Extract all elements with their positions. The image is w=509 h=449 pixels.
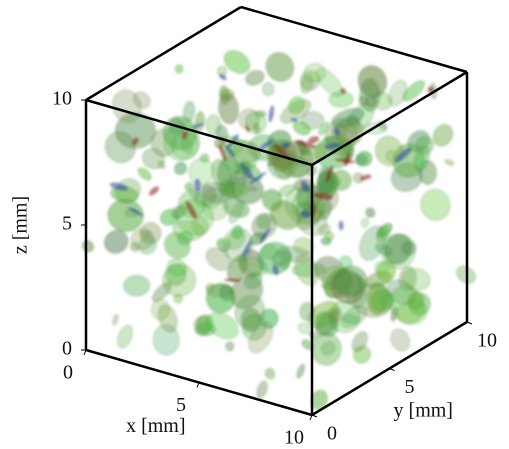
z-tick-label: 10	[52, 88, 72, 110]
y-tick-label: 5	[405, 376, 415, 398]
isosurface-blob	[387, 326, 413, 354]
x-tick	[84, 350, 86, 355]
isosurface-blob	[263, 83, 274, 96]
vortex-streak	[268, 105, 276, 123]
x-axis-label: x [mm]	[126, 415, 185, 437]
isosurface-blob	[295, 363, 306, 379]
isosurface-blob	[115, 323, 136, 350]
isosurface-blob	[417, 186, 454, 225]
z-axis-label: z [mm]	[10, 196, 32, 254]
isosurface-blob	[444, 159, 455, 167]
isosurface-blob	[264, 367, 276, 380]
isosurface-blob	[175, 64, 184, 73]
chart: 0 5 10 0 5 10 0 5 10 x [mm] y [mm] z [mm]	[0, 0, 509, 449]
isosurface-blob	[112, 314, 120, 326]
isosurface-blob	[80, 238, 96, 254]
x-tick-label: 5	[176, 394, 186, 416]
isosurface-blob	[206, 115, 221, 136]
isosurface-blob	[106, 198, 145, 234]
y-tick-label: 10	[477, 330, 497, 352]
z-tick-label: 0	[62, 338, 72, 360]
y-axis-label: y [mm]	[394, 399, 453, 421]
isosurface-blob	[255, 380, 270, 400]
isosurface-blob	[172, 160, 189, 177]
isosurface-blob	[123, 275, 150, 296]
isosurface-blob	[321, 237, 331, 245]
vortex-streak	[282, 142, 290, 148]
cube-edge	[86, 7, 241, 100]
isosurface-blob	[220, 89, 234, 100]
y-tick-label: 0	[327, 423, 337, 445]
isosurface-blob	[195, 111, 205, 130]
isosurface-blob	[354, 149, 374, 168]
x-tick-label: 0	[63, 362, 73, 384]
isosurface-blob	[255, 111, 266, 118]
isosurface-blob	[225, 341, 234, 351]
isosurface-blob	[182, 101, 195, 123]
z-tick-label: 5	[62, 213, 72, 235]
vortex-streak	[147, 185, 160, 197]
vortex-streak	[338, 221, 343, 231]
x-tick-label: 10	[284, 427, 304, 449]
y-tick	[467, 322, 472, 324]
isosurface-blob	[360, 217, 370, 228]
isosurface-blob	[261, 47, 300, 86]
isosurface-blob	[364, 206, 377, 219]
